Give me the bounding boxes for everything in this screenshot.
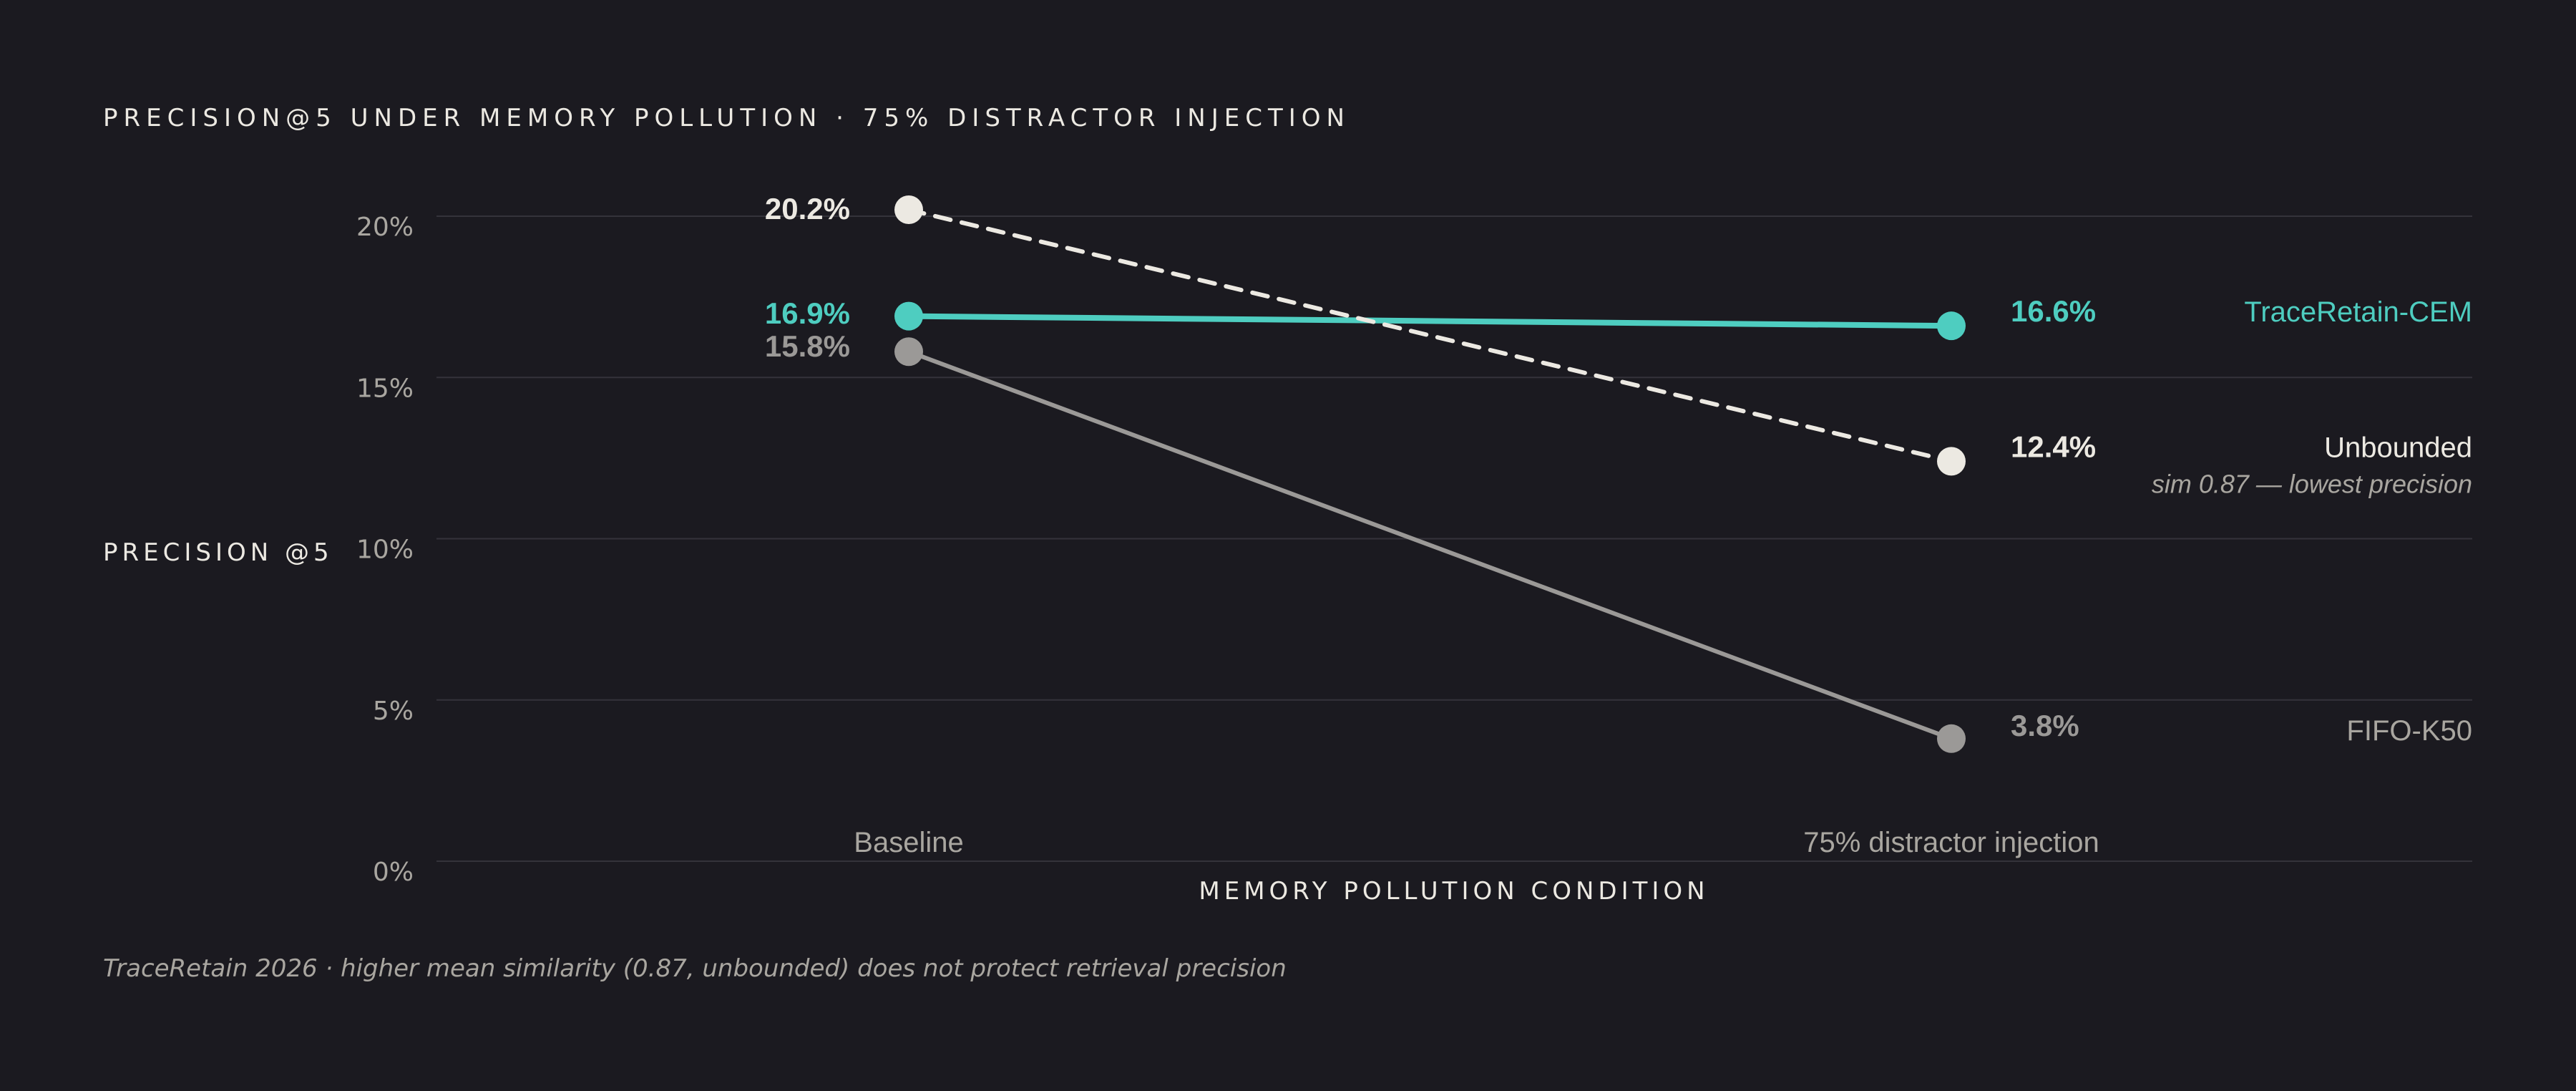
series-legend: TraceRetain-CEM Unbounded sim 0.87 — lowes… [2152, 296, 2472, 747]
series-line-traceretain-cem [906, 313, 1954, 329]
value-labels: 16.9% 16.6% 20.2% 12.4% 15.8% 3.8% [765, 192, 2096, 742]
legend-note-unbounded: sim 0.87 — lowest precision [2152, 469, 2472, 498]
data-point-fifo-k50-0 [894, 337, 923, 367]
x-category-label-1: 75% distractor injection [1803, 827, 2099, 858]
x-category-labels: Baseline 75% distractor injection [854, 827, 2099, 858]
series-line-fifo-k50 [907, 349, 1953, 741]
y-tick-labels: 0% 5% 10% 15% 20% [356, 213, 414, 887]
gridlines [436, 215, 2472, 862]
value-label-traceretain-cem-1: 16.6% [2011, 294, 2096, 328]
legend-name-traceretain-cem: TraceRetain-CEM [2244, 296, 2472, 328]
value-label-traceretain-cem-0: 16.9% [765, 296, 850, 330]
y-axis-title: PRECISION @5 [103, 538, 333, 567]
y-tick-label-0: 0% [373, 858, 414, 887]
y-tick-label-10: 10% [356, 535, 414, 565]
value-label-fifo-k50-0: 15.8% [765, 329, 850, 363]
chart-title: PRECISION@5 UNDER MEMORY POLLUTION · 75%… [103, 104, 1350, 132]
data-point-unbounded-0 [894, 195, 923, 224]
y-tick-label-20: 20% [356, 213, 414, 242]
data-point-traceretain-cem-0 [894, 301, 923, 331]
value-label-unbounded-0: 20.2% [765, 192, 850, 226]
legend-name-unbounded: Unbounded [2324, 432, 2472, 463]
data-point-traceretain-cem-1 [1937, 311, 1966, 341]
footnote: TraceRetain 2026 · higher mean similarit… [103, 954, 1287, 983]
x-axis-title: MEMORY POLLUTION CONDITION [1199, 877, 1709, 906]
y-tick-label-15: 15% [356, 374, 414, 403]
series-line-unbounded [907, 207, 1953, 464]
y-tick-label-5: 5% [373, 697, 414, 726]
data-point-fifo-k50-1 [1937, 724, 1966, 753]
legend-name-fifo-k50: FIFO-K50 [2346, 715, 2472, 747]
value-label-unbounded-1: 12.4% [2011, 430, 2096, 463]
data-point-unbounded-1 [1937, 447, 1966, 476]
value-label-fifo-k50-1: 3.8% [2011, 709, 2079, 742]
x-category-label-0: Baseline [854, 827, 963, 858]
series-lines [894, 195, 1966, 753]
